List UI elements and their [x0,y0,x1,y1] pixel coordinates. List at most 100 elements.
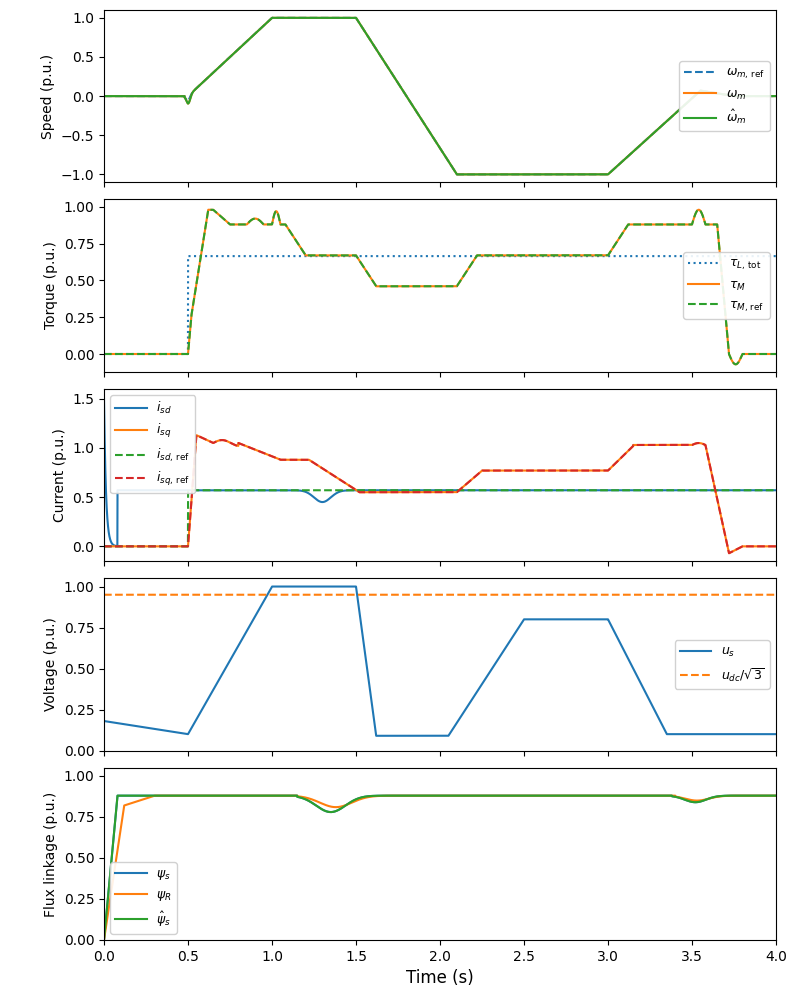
$\tau_M$ [203,204,213,216]
$\psi_s$ [342,798,352,810]
$\omega_{m,\,\mathrm{ref}}$ [133,90,142,102]
$\psi_R$ [150,790,159,802]
$i_{sq}$ [771,540,781,552]
$\tau_{L,\,\mathrm{tot}}$ [634,250,643,262]
$u_s$ [342,581,352,593]
$\omega_{m,\,\mathrm{ref}}$ [452,168,462,180]
$u_{dc}/\sqrt{3}$ [99,589,109,601]
$\hat{\omega}_m$ [598,168,607,180]
$u_{dc}/\sqrt{3}$ [497,589,506,601]
$\omega_m$ [634,141,643,153]
$\omega_m$ [99,90,109,102]
Legend: $u_s$, $u_{dc}/\sqrt{3}$: $u_s$, $u_{dc}/\sqrt{3}$ [674,640,770,689]
$\omega_{m,\,\mathrm{ref}}$ [342,12,352,24]
$\omega_{m,\,\mathrm{ref}}$ [771,90,781,102]
Line: $\psi_s$: $\psi_s$ [104,796,776,940]
$i_{sd,\,\mathrm{ref}}$ [598,484,607,496]
$u_{dc}/\sqrt{3}$ [133,589,142,601]
Legend: $\psi_s$, $\psi_R$, $\hat{\psi}_s$: $\psi_s$, $\psi_R$, $\hat{\psi}_s$ [110,862,177,934]
Legend: $i_{sd}$, $i_{sq}$, $i_{sd,\,\mathrm{ref}}$, $i_{sq,\,\mathrm{ref}}$: $i_{sd}$, $i_{sq}$, $i_{sd,\,\mathrm{ref… [110,395,195,493]
$\psi_s$ [113,790,122,802]
$u_{dc}/\sqrt{3}$ [634,589,643,601]
$i_{sd,\,\mathrm{ref}}$ [342,484,352,496]
$\psi_R$ [598,790,607,802]
$\omega_{m,\,\mathrm{ref}}$ [634,141,643,153]
$\psi_s$ [634,790,643,802]
$\psi_s$ [526,790,536,802]
Y-axis label: Torque (p.u.): Torque (p.u.) [44,242,58,329]
$\hat{\psi}_s$ [133,790,142,802]
$i_{sd,\,\mathrm{ref}}$ [99,540,109,552]
$\tau_{M,\,\mathrm{ref}}$ [598,249,607,261]
$\tau_{M,\,\mathrm{ref}}$ [133,348,142,360]
$\psi_s$ [99,934,109,946]
$\psi_s$ [771,790,781,802]
$i_{sq,\,\mathrm{ref}}$ [526,465,536,477]
Line: $i_{sd,\,\mathrm{ref}}$: $i_{sd,\,\mathrm{ref}}$ [104,490,776,546]
X-axis label: Time (s): Time (s) [406,969,474,987]
$i_{sq}$ [133,540,142,552]
$\psi_R$ [526,790,536,802]
$i_{sq}$ [526,465,536,477]
$\tau_{L,\,\mathrm{tot}}$ [598,250,607,262]
$i_{sd}$ [526,484,536,496]
$\tau_M$ [342,249,352,261]
$\psi_R$ [133,795,142,807]
$\hat{\omega}_m$ [133,90,142,102]
$i_{sq}$ [342,479,352,491]
$u_s$ [497,648,506,660]
$\tau_{M,\,\mathrm{ref}}$ [526,249,536,261]
$\omega_{m,\,\mathrm{ref}}$ [526,168,536,180]
$\hat{\psi}_s$ [771,790,781,802]
$i_{sq,\,\mathrm{ref}}$ [133,540,142,552]
$\hat{\psi}_s$ [99,934,109,946]
Legend: $\tau_{L,\,\mathrm{tot}}$, $\tau_M$, $\tau_{M,\,\mathrm{ref}}$: $\tau_{L,\,\mathrm{tot}}$, $\tau_M$, $\t… [683,252,770,319]
$\hat{\omega}_m$ [99,90,109,102]
$\tau_M$ [731,358,741,370]
$i_{sd,\,\mathrm{ref}}$ [183,484,193,496]
$u_s$ [771,728,781,740]
$\tau_{M,\,\mathrm{ref}}$ [497,249,506,261]
$\tau_{L,\,\mathrm{tot}}$ [497,250,506,262]
$i_{sq}$ [497,465,506,477]
$\psi_R$ [771,790,781,802]
Line: $\omega_m$: $\omega_m$ [104,18,776,174]
$i_{sd,\,\mathrm{ref}}$ [634,484,643,496]
$\psi_R$ [99,934,109,946]
$i_{sq}$ [634,439,643,451]
$i_{sd,\,\mathrm{ref}}$ [771,484,781,496]
$\omega_m$ [452,168,462,180]
$\tau_{L,\,\mathrm{tot}}$ [133,348,142,360]
$u_s$ [634,672,643,684]
$\psi_R$ [634,790,643,802]
$i_{sq,\,\mathrm{ref}}$ [598,465,607,477]
$\omega_m$ [133,90,142,102]
$\tau_{M,\,\mathrm{ref}}$ [771,348,781,360]
Legend: $\omega_{m,\,\mathrm{ref}}$, $\omega_m$, $\hat{\omega}_m$: $\omega_{m,\,\mathrm{ref}}$, $\omega_m$,… [679,61,770,131]
$i_{sd}$ [113,540,122,552]
$u_s$ [267,581,277,593]
$\omega_m$ [526,168,536,180]
Line: $i_{sd}$: $i_{sd}$ [104,399,776,546]
$i_{sq,\,\mathrm{ref}}$ [724,547,734,559]
$i_{sd}$ [497,484,506,496]
$u_s$ [133,720,142,732]
$\omega_{m,\,\mathrm{ref}}$ [267,12,277,24]
Line: $\tau_M$: $\tau_M$ [104,210,776,364]
$\omega_m$ [342,12,352,24]
$\hat{\omega}_m$ [267,12,277,24]
$\tau_M$ [526,249,536,261]
$i_{sq,\,\mathrm{ref}}$ [497,465,506,477]
$\tau_M$ [598,249,607,261]
Line: $\hat{\psi}_s$: $\hat{\psi}_s$ [104,796,776,940]
$\tau_M$ [771,348,781,360]
$\hat{\psi}_s$ [634,790,643,802]
$\psi_R$ [342,798,352,810]
$\tau_{L,\,\mathrm{tot}}$ [342,250,352,262]
$\omega_m$ [497,168,506,180]
$u_{dc}/\sqrt{3}$ [771,589,781,601]
$\omega_m$ [267,12,277,24]
$i_{sq,\,\mathrm{ref}}$ [634,439,643,451]
$u_s$ [526,613,536,625]
Y-axis label: Current (p.u.): Current (p.u.) [53,428,66,522]
